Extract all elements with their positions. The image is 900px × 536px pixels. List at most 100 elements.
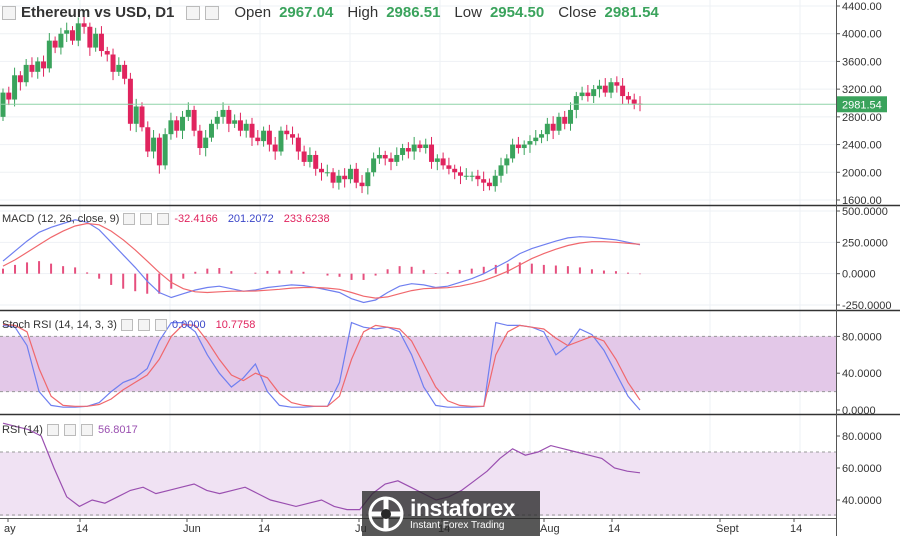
candle-body [608,82,614,93]
candle-body [452,168,458,173]
candle-body [41,61,47,69]
close-icon[interactable] [80,424,93,436]
candle-body [568,109,574,124]
candle-body [232,120,238,124]
time-tick-label: Sept [716,523,739,535]
candle-body [573,96,579,110]
time-tick-label: Jun [183,523,201,535]
instaforex-logo: instaforex Instant Forex Trading [362,491,540,536]
candle-body [556,116,562,131]
candle-body [324,172,330,174]
logo-tagline: Instant Forex Trading [410,520,505,531]
settings-icon[interactable] [140,213,153,225]
candle-body [579,92,585,97]
candle-body [440,158,446,166]
visibility-icon[interactable] [186,5,201,20]
macd-tick-label: 250.0000 [842,237,888,249]
candle-body [423,144,429,149]
low-label: Low [454,4,482,21]
stoch-tick-label: 0.0000 [842,405,876,417]
candle-body [203,137,209,149]
candle-body [562,116,568,124]
time-tick-label: 14 [608,523,620,535]
candle-body [342,175,348,180]
candle-body [197,130,203,149]
time-tick-label: Aug [540,523,560,535]
last-price-badge [837,96,887,113]
candle-body [46,40,52,69]
candle-body [336,175,342,183]
candle-body [23,64,29,83]
candle-body [93,33,99,48]
candle-body [515,144,521,149]
candle-body [429,144,435,162]
high-label: High [347,4,379,21]
rsi-line [2,422,641,511]
visibility-icon[interactable] [123,213,136,225]
candle-body [249,123,255,138]
macd-histogram-value: -32.4166 [174,213,218,225]
time-tick-label: 14 [790,523,802,535]
candle-body [243,123,249,131]
candle-body [492,175,498,187]
candle-body [284,130,290,135]
candle-body [272,144,278,152]
candle-body [533,137,539,142]
candle-body [156,137,162,166]
candle-body [6,92,12,100]
stoch-legend: Stoch RSI (14, 14, 3, 3) 0.0000 10.7758 [2,319,255,331]
candle-body [510,144,516,159]
candle-body [596,85,602,90]
candle-body [58,33,64,48]
macd-tick-label: -250.0000 [842,300,892,312]
candle-body [625,96,631,100]
candle-body [411,144,417,152]
candle-body [133,106,139,124]
collapse-icon[interactable] [2,5,16,20]
visibility-icon[interactable] [46,424,59,436]
stoch-d-line [2,323,641,407]
candle-body [168,120,174,135]
candle-body [226,109,232,124]
instaforex-logo-icon [368,496,404,531]
candle-body [434,158,440,162]
candle-body [12,75,18,100]
candle-body [110,54,116,72]
candle-body [394,154,400,162]
candle-body [620,85,626,97]
rsi-tick-label: 40.0000 [842,495,882,507]
time-tick-label: Ju [355,523,367,535]
candle-body [614,82,620,86]
candle-body [208,123,214,138]
price-tick-label: 4400.00 [842,1,882,13]
candle-body [591,89,597,97]
candle-body [116,64,122,72]
settings-icon[interactable] [205,5,220,20]
candle-body [174,120,180,131]
candle-body [446,165,452,169]
candle-body [145,127,151,152]
candle-body [365,172,371,187]
candle-body [481,179,487,183]
candle-body [376,154,382,159]
candle-body [353,168,359,183]
settings-icon[interactable] [63,424,76,436]
price-tick-label: 2000.00 [842,167,882,179]
close-icon[interactable] [154,319,167,331]
rsi-legend: RSI (14) 56.8017 [2,424,138,436]
settings-icon[interactable] [137,319,150,331]
macd-line-value: 201.2072 [227,213,274,225]
candle-body [585,92,591,97]
close-icon[interactable] [157,213,170,225]
price-tick-label: 2400.00 [842,140,882,152]
visibility-icon[interactable] [120,319,133,331]
candle-body [382,154,388,159]
candle-body [301,151,307,162]
macd-legend: MACD (12, 26, close, 9) -32.4166 201.207… [2,213,330,225]
macd-signal-value: 233.6238 [283,213,330,225]
candle-body [214,116,220,124]
candle-body [486,182,492,187]
time-tick-label: 14 [76,523,88,535]
macd-label: MACD (12, 26, close, 9) [2,213,120,225]
candle-body [151,137,157,152]
